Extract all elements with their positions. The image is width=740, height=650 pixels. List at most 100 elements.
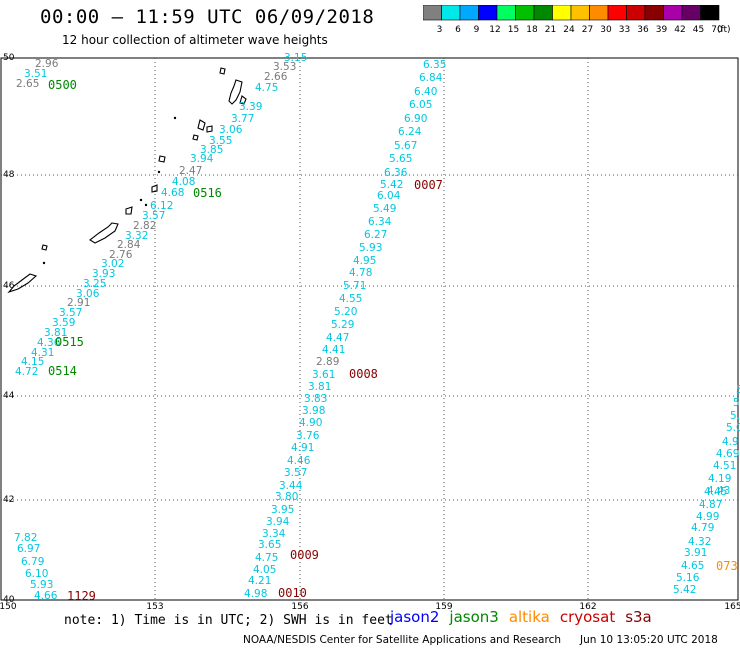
wave-height-map: 150 153 156 159 162 1655048464442402.963.512.… [0,52,740,610]
wave-height-value: 3.39 [239,101,262,113]
island-outline [206,125,213,133]
wave-height-value: 4.75 [255,552,278,564]
colorbar-label: 3 [437,25,443,35]
longitude-label: 165 [724,602,740,610]
wave-height-value: 3.83 [304,393,327,405]
wave-height-value: 4.98 [244,588,267,600]
latitude-label: 40 [3,595,15,605]
colorbar-label: 27 [582,25,593,35]
wave-height-value: 2.89 [316,356,339,368]
wave-height-value: 4.91 [291,442,314,454]
island-dot [42,261,46,265]
island-outline [239,95,247,105]
wave-height-value: 3.95 [271,504,294,516]
island-dot [144,203,148,207]
island-outline [158,155,166,163]
latitude-label: 44 [3,391,15,401]
pass-time-label: 073 [716,559,738,573]
wave-height-value: 3.85 [200,144,223,156]
satellite-legend-item: jason2 [390,608,440,626]
wave-height-value: 5.93 [30,579,53,591]
wave-height-value: 3.59 [52,317,75,329]
island-dot [139,198,143,202]
wave-height-value: 4.69 [716,448,739,460]
wave-height-value: 6.24 [398,126,422,138]
wave-height-value: 6.36 [384,167,408,179]
wave-height-value: 5.49 [373,203,396,215]
pass-time-label: 0009 [290,548,319,562]
colorbar-label: 70 [711,25,723,35]
wave-height-value: 4.75 [255,82,278,94]
pass-time-label: 0007 [414,178,443,192]
wave-height-value: 3.57 [142,210,165,222]
wave-height-value: 3.76 [296,430,320,442]
wave-height-value: 4.41 [322,344,345,356]
island-outline [192,134,199,141]
wave-height-value: 3.65 [258,539,281,551]
wave-height-value: 2.66 [264,71,288,83]
wave-height-value: 3.61 [312,369,335,381]
wave-height-value: 6.05 [409,99,432,111]
footer-issued-time: Jun 10 13:05:20 UTC 2018 [580,634,718,646]
pass-time-label: 0516 [193,186,222,200]
wave-height-value: 5. [730,410,740,422]
island-outline [125,206,133,215]
wave-height-value: 4.08 [172,176,195,188]
wave-height-value: 5.71 [343,280,366,292]
map-subtitle: 12 hour collection of altimeter wave hei… [62,33,328,47]
pass-time-label: 0008 [349,367,378,381]
latitude-label: 48 [3,170,15,180]
colorbar-label: 36 [637,25,649,35]
wave-height-value: 4.43 [707,485,730,497]
wave-height-value: 3.80 [275,491,298,503]
longitude-label: 153 [146,602,163,610]
wave-height-value: 6.34 [368,216,392,228]
wave-height-value: 3.81 [308,381,331,393]
wave-height-value: 5.67 [394,140,417,152]
footer-credit: NOAA/NESDIS Center for Satellite Applica… [243,634,561,646]
wave-height-value: 3.06 [76,288,100,300]
wave-height-value: 3.55 [209,135,232,147]
wave-height-value: 3.91 [684,547,707,559]
colorbar-label: 39 [656,25,668,35]
wave-height-value: 3.02 [101,258,124,270]
wave-height-value: 3.15 [284,52,307,64]
wave-height-value: 3.98 [302,405,325,417]
island-outline [228,79,243,105]
footer-note: note: 1) Time is in UTC; 2) SWH is in fe… [64,613,393,628]
wave-height-value: 4.65 [681,560,704,572]
longitude-label: 162 [579,602,596,610]
satellite-legend-item: cryosat [559,608,616,626]
wave-height-value: 2.65 [16,78,39,90]
pass-times: 0500 0516 0515 0514 1129 0007 0008 0009 0010 073 [48,78,738,603]
wave-height-value: 5.20 [334,306,357,318]
wave-height-value: 4.68 [161,187,184,199]
wave-height-value: 2.47 [179,165,202,177]
wave-height-value: 5.42 [673,584,696,596]
island-dot [157,170,161,174]
wave-height-value: 3.94 [266,516,290,528]
island-outline [41,244,48,251]
island-dot [173,116,177,120]
wave-height-value: 6.27 [364,229,387,241]
latitude-label: 42 [3,495,14,505]
pass-time-label: 0500 [48,78,77,92]
wave-height-value: 6.40 [414,86,437,98]
longitude-label: 150 [0,602,17,610]
wave-height-value: 4.21 [248,575,271,587]
wave-height-value: 5 [736,384,740,396]
satellite-legend: jason2 jason3 altika cryosat s3a [390,608,662,626]
pass-time-label: 1129 [67,589,96,603]
map-frame [0,57,739,601]
wave-height-value: 5.42 [380,179,403,191]
wave-height-value: 4.45 [704,486,727,498]
wave-height-value: 3.06 [219,124,243,136]
wave-height-value: 3.81 [44,327,67,339]
wave-height-value: 4.79 [691,522,714,534]
wave-height-value: 3.34 [262,528,286,540]
longitude-label: 156 [291,602,308,610]
wave-readings: 2.963.512.653.153.532.664.753.393.773.06… [14,52,740,602]
wave-height-value: 4.32 [688,536,711,548]
latitude-label: 46 [3,281,15,291]
wave-height-value: 4.55 [339,293,362,305]
